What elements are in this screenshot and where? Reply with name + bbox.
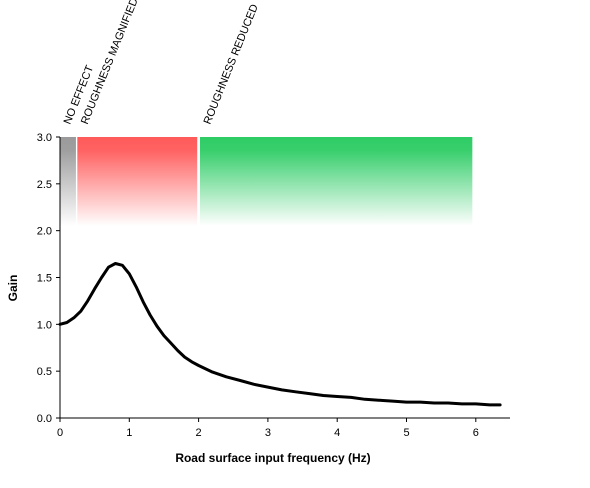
y-tick-label: 0.5 xyxy=(37,366,52,378)
x-tick-label: 1 xyxy=(126,427,132,439)
y-tick-label: 3.0 xyxy=(37,132,52,144)
y-tick-label: 2.0 xyxy=(37,226,52,238)
axes-layer: 0.0 0.5 1.0 1.5 2.0 2.5 3.0 0 1 2 3 4 5 6 xyxy=(37,132,510,439)
x-tick-label: 2 xyxy=(196,427,202,439)
y-axis-title: Gain xyxy=(6,275,20,302)
x-tick-label: 4 xyxy=(334,427,340,439)
x-tick-label: 0 xyxy=(57,427,63,439)
x-axis-title: Road surface input frequency (Hz) xyxy=(175,451,370,465)
x-tick-label: 3 xyxy=(265,427,271,439)
y-tick-label: 1.5 xyxy=(37,273,52,285)
series-line-0 xyxy=(58,262,502,407)
band-roughness-reduced xyxy=(199,137,473,226)
x-tick-label: 5 xyxy=(403,427,409,439)
band-roughness-magnified xyxy=(77,137,198,226)
y-tick-label: 1.0 xyxy=(37,319,52,331)
band-label-roughness-reduced: ROUGHNESS REDUCED xyxy=(202,3,261,127)
x-tick-label: 6 xyxy=(473,427,479,439)
y-tick-label: 2.5 xyxy=(37,179,52,191)
band-label-roughness-magnified: ROUGHNESS MAGNIFIED xyxy=(79,0,141,126)
y-tick-label: 0.0 xyxy=(37,413,52,425)
band-no-effect xyxy=(60,137,76,226)
series-layer xyxy=(58,262,502,407)
